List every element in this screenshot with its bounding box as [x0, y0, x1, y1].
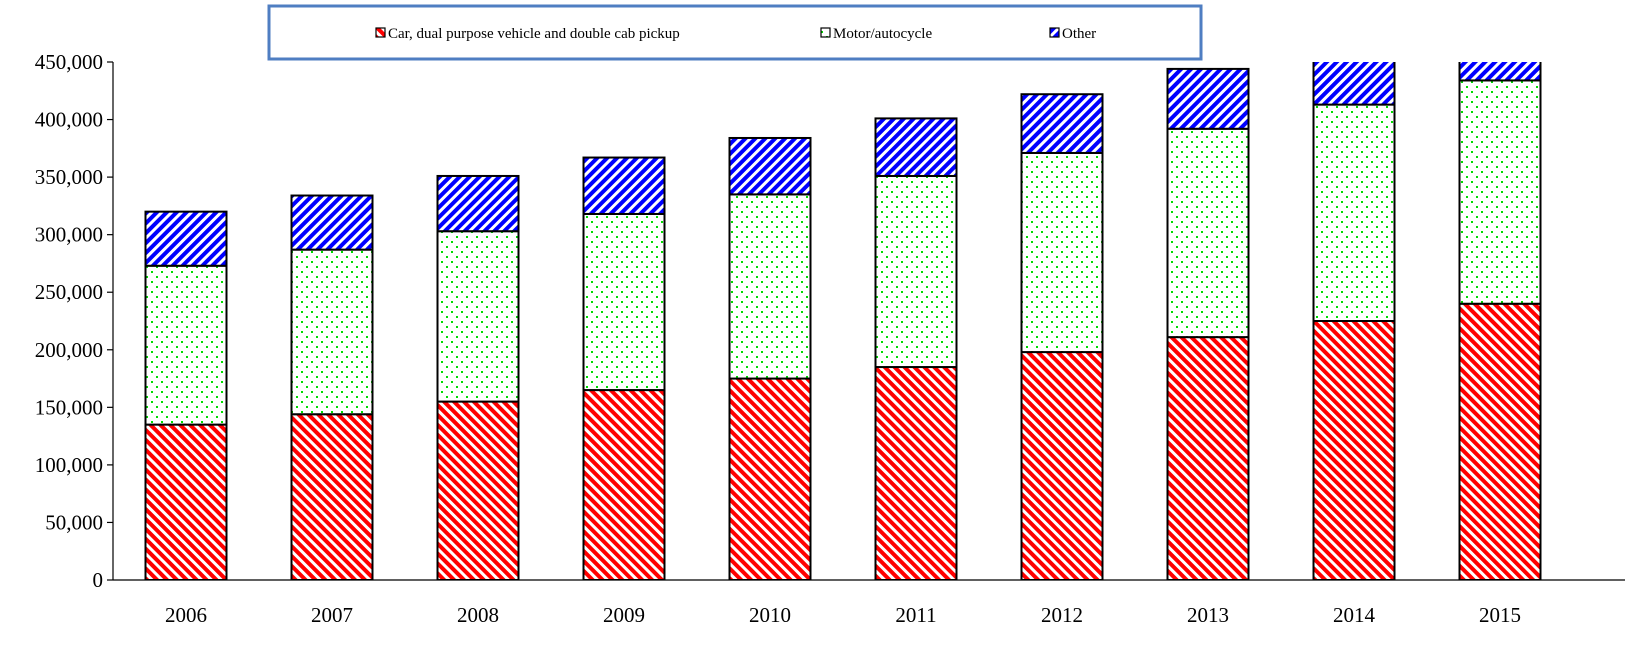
bar-motor-2014 [1312, 103, 1396, 322]
bar-other-2008 [436, 174, 520, 233]
y-tick-label: 400,000 [35, 108, 103, 132]
bar-other-2007 [290, 194, 374, 251]
x-tick-label: 2008 [457, 603, 499, 627]
bar-motor-2006 [144, 264, 228, 426]
bar-motor-2013 [1166, 127, 1250, 339]
bar-other-2009 [582, 156, 666, 215]
bar-other-2011 [874, 117, 958, 177]
x-tick-label: 2013 [1187, 603, 1229, 627]
bar-car-2006 [144, 423, 228, 580]
legend-label-other: Other [1062, 26, 1096, 42]
bar-car-2015 [1458, 302, 1542, 580]
x-tick-label: 2006 [165, 603, 207, 627]
bar-other-2015 [1458, 62, 1542, 82]
y-tick-label: 300,000 [35, 223, 103, 247]
bar-car-2011 [874, 366, 958, 580]
x-tick-label: 2007 [311, 603, 353, 627]
bar-car-2007 [290, 413, 374, 580]
bar-motor-2008 [436, 230, 520, 403]
bar-motor-2011 [874, 174, 958, 369]
y-tick-label: 250,000 [35, 280, 103, 304]
y-tick-label: 200,000 [35, 338, 103, 362]
bar-car-2008 [436, 400, 520, 580]
bar-motor-2012 [1020, 151, 1104, 354]
bar-car-2012 [1020, 351, 1104, 580]
bar-other-2010 [728, 136, 812, 196]
bar-motor-2007 [290, 248, 374, 416]
axes-layer: 0 50,000 100,000 150,000 200,000 250,000 300,0… [35, 50, 1625, 627]
y-tick-label: 0 [93, 568, 104, 592]
bar-other-2014 [1312, 62, 1396, 106]
bar-car-2009 [582, 389, 666, 580]
bar-motor-2010 [728, 193, 812, 380]
bar-car-2013 [1166, 336, 1250, 580]
legend-swatch-motor [820, 27, 831, 38]
x-tick-label: 2009 [603, 603, 645, 627]
x-tick-label: 2014 [1333, 603, 1376, 627]
x-tick-label: 2011 [895, 603, 936, 627]
legend-box [267, 4, 1203, 61]
bar-motor-2009 [582, 212, 666, 392]
legend-swatch-other [1049, 27, 1060, 38]
y-tick-label: 150,000 [35, 395, 103, 419]
y-tick-label: 50,000 [45, 510, 103, 534]
legend: Car, dual purpose vehicle and double cab… [267, 4, 1203, 61]
bar-other-2013 [1166, 67, 1250, 130]
bar-motor-2015 [1458, 79, 1542, 305]
bar-car-2014 [1312, 320, 1396, 580]
y-tick-label: 450,000 [35, 50, 103, 74]
bars-layer [144, 62, 1542, 580]
bar-other-2012 [1020, 93, 1104, 154]
bar-other-2006 [144, 210, 228, 267]
y-tick-label: 350,000 [35, 165, 103, 189]
legend-swatch-car [375, 27, 386, 38]
x-tick-label: 2015 [1479, 603, 1521, 627]
legend-label-motor: Motor/autocycle [833, 26, 932, 42]
bar-car-2010 [728, 377, 812, 580]
y-tick-label: 100,000 [35, 453, 103, 477]
x-tick-label: 2012 [1041, 603, 1083, 627]
x-tick-label: 2010 [749, 603, 791, 627]
legend-label-car: Car, dual purpose vehicle and double cab… [388, 26, 680, 42]
